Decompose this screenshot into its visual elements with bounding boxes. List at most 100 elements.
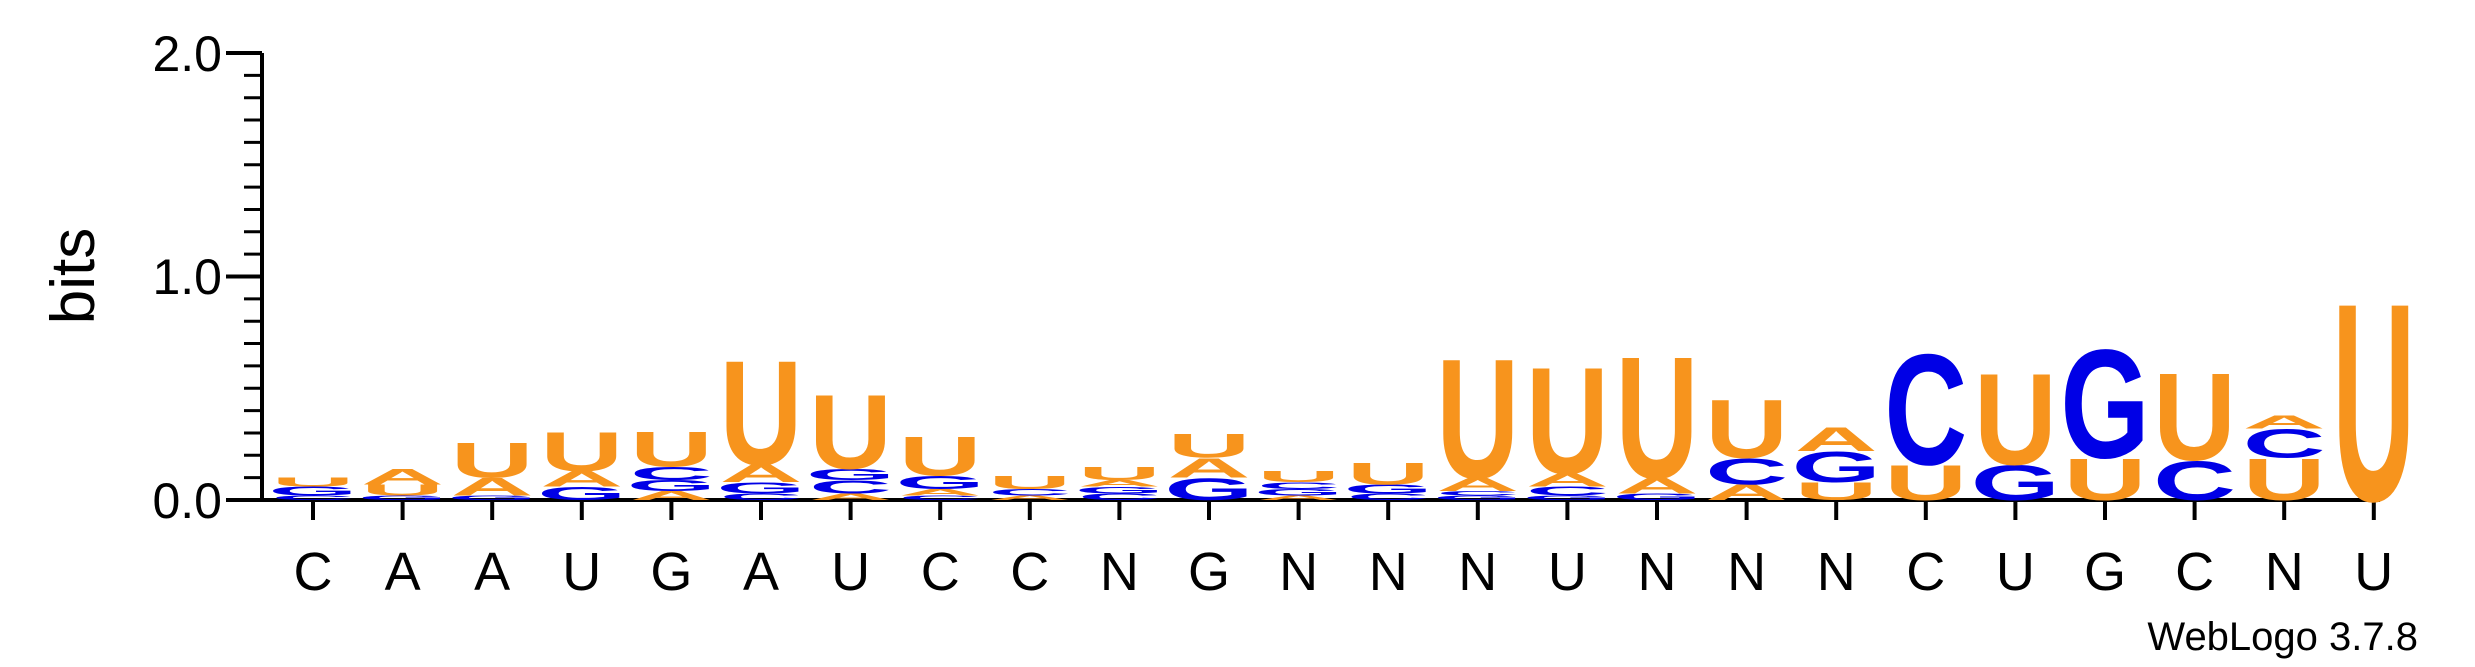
x-tick-label: C — [1010, 542, 1049, 602]
logo-letter-A: A — [1436, 475, 1519, 496]
logo-letter-A: A — [1526, 470, 1609, 491]
logo-letter-U: U — [1616, 322, 1699, 516]
logo-letter-C: C — [1436, 490, 1519, 497]
x-tick-label: C — [921, 542, 960, 602]
x-tick-label: N — [1727, 542, 1766, 602]
y-axis-title: bits — [39, 228, 108, 324]
x-tick-label: N — [1817, 542, 1856, 602]
x-tick-label: A — [474, 542, 510, 602]
logo-letter-A: A — [630, 489, 713, 503]
logo-letter-G: G — [806, 466, 895, 483]
logo-letter-A: A — [988, 494, 1071, 501]
logo-letter-U: U — [1705, 382, 1788, 475]
logo-letter-A: A — [451, 473, 534, 501]
x-tick-label: U — [1996, 542, 2035, 602]
x-tick-label: A — [385, 542, 421, 602]
logo-letter-U: U — [1526, 335, 1609, 505]
logo-letter-G: G — [1433, 494, 1522, 501]
logo-letter-U: U — [899, 425, 982, 488]
logo-letter-G: G — [1523, 494, 1612, 501]
logo-letter-G: G — [448, 494, 537, 501]
y-tick-label: 0.0 — [152, 473, 222, 529]
x-tick-label: C — [1906, 542, 1945, 602]
logo-letter-U: U — [1078, 463, 1161, 484]
logo-letter-C: C — [630, 463, 713, 484]
logo-letter-A: A — [899, 487, 982, 497]
x-tick-label: N — [1100, 542, 1139, 602]
logo-letter-A: A — [1078, 478, 1161, 488]
logo-letter-U: U — [361, 482, 444, 499]
logo-letter-A: A — [1795, 420, 1878, 458]
logo-letter-U: U — [988, 472, 1071, 493]
x-tick-label: N — [1279, 542, 1318, 602]
x-tick-label: N — [1458, 542, 1497, 602]
y-tick-label: 2.0 — [152, 26, 222, 82]
logo-letter-U: U — [451, 433, 534, 489]
logo-letter-G: G — [1164, 472, 1253, 507]
logo-letter-G: G — [1971, 455, 2060, 511]
y-tick-label: 1.0 — [152, 249, 222, 305]
logo-letter-C: C — [1705, 451, 1788, 492]
logo-letter-G: G — [268, 484, 357, 498]
x-tick-label: U — [562, 542, 601, 602]
y-axis: 2.0 1.0 0.0 bits — [39, 26, 264, 529]
logo-letter-A: A — [361, 465, 444, 489]
logo-letter-U: U — [809, 374, 892, 492]
x-tick-label: U — [2354, 542, 2393, 602]
logo-letter-G: G — [1254, 487, 1343, 497]
logo-letter-A: A — [720, 460, 803, 488]
x-tick-label: A — [743, 542, 779, 602]
logo-letter-C: C — [1347, 492, 1430, 502]
logo-letter-A: A — [2243, 412, 2326, 433]
logo-letter-C: C — [2153, 450, 2236, 513]
logo-letter-C: C — [2243, 421, 2326, 466]
logo-letter-U: U — [720, 331, 803, 497]
logo-letter-A: A — [1705, 481, 1788, 505]
x-tick-label: U — [831, 542, 870, 602]
logo-letter-C: C — [1257, 480, 1340, 490]
logo-letter-G: G — [1612, 492, 1701, 502]
logo-letter-U: U — [1347, 456, 1430, 491]
logo-letter-G: G — [1075, 485, 1164, 495]
logo-letter-C: C — [1884, 322, 1967, 498]
logo-letter-G: G — [1792, 443, 1881, 492]
logo-letter-G: G — [716, 479, 805, 496]
logo-letter-U: U — [1974, 347, 2057, 492]
logo-letter-C: C — [1078, 492, 1161, 502]
logo-letter-G: G — [627, 477, 716, 494]
logo-letter-U: U — [540, 421, 623, 484]
x-tick-label: G — [2084, 542, 2126, 602]
logo-letter-U: U — [1884, 455, 1967, 511]
x-tick-label: G — [650, 542, 692, 602]
logo-letter-U: U — [1168, 426, 1251, 464]
x-tick-label: N — [2265, 542, 2304, 602]
x-tick-label: G — [1188, 542, 1230, 602]
logo-letter-A: A — [1616, 474, 1699, 498]
x-tick-label: N — [1638, 542, 1677, 602]
logo-letter-C: C — [899, 494, 982, 501]
x-tick-label: C — [2175, 542, 2214, 602]
logo-letter-C: C — [272, 494, 355, 501]
logo-letter-U: U — [630, 422, 713, 478]
logo-letter-U: U — [2243, 447, 2326, 513]
logo-letter-C: C — [809, 477, 892, 498]
logo-letter-U: U — [2153, 349, 2236, 487]
weblogo-credit: WebLogo 3.7.8 — [2147, 615, 2418, 659]
logo-letter-U: U — [1795, 478, 1878, 506]
logo-letter-U: U — [2332, 244, 2415, 560]
logo-letter-U: U — [1436, 323, 1519, 514]
logo-letter-U: U — [272, 475, 355, 489]
x-tick-label: U — [1548, 542, 1587, 602]
logo-letter-G: G — [2060, 317, 2149, 491]
logo-letter-A: A — [1257, 494, 1340, 501]
logo-letter-C: C — [988, 487, 1071, 497]
logo-letter-U: U — [1257, 468, 1340, 485]
logo-letter-G: G — [358, 494, 447, 501]
logo-letter-G: G — [537, 483, 626, 504]
logo-letter-C: C — [1526, 484, 1609, 498]
logo-letter-A: A — [809, 492, 892, 502]
logo-letter-A: A — [1168, 452, 1251, 483]
